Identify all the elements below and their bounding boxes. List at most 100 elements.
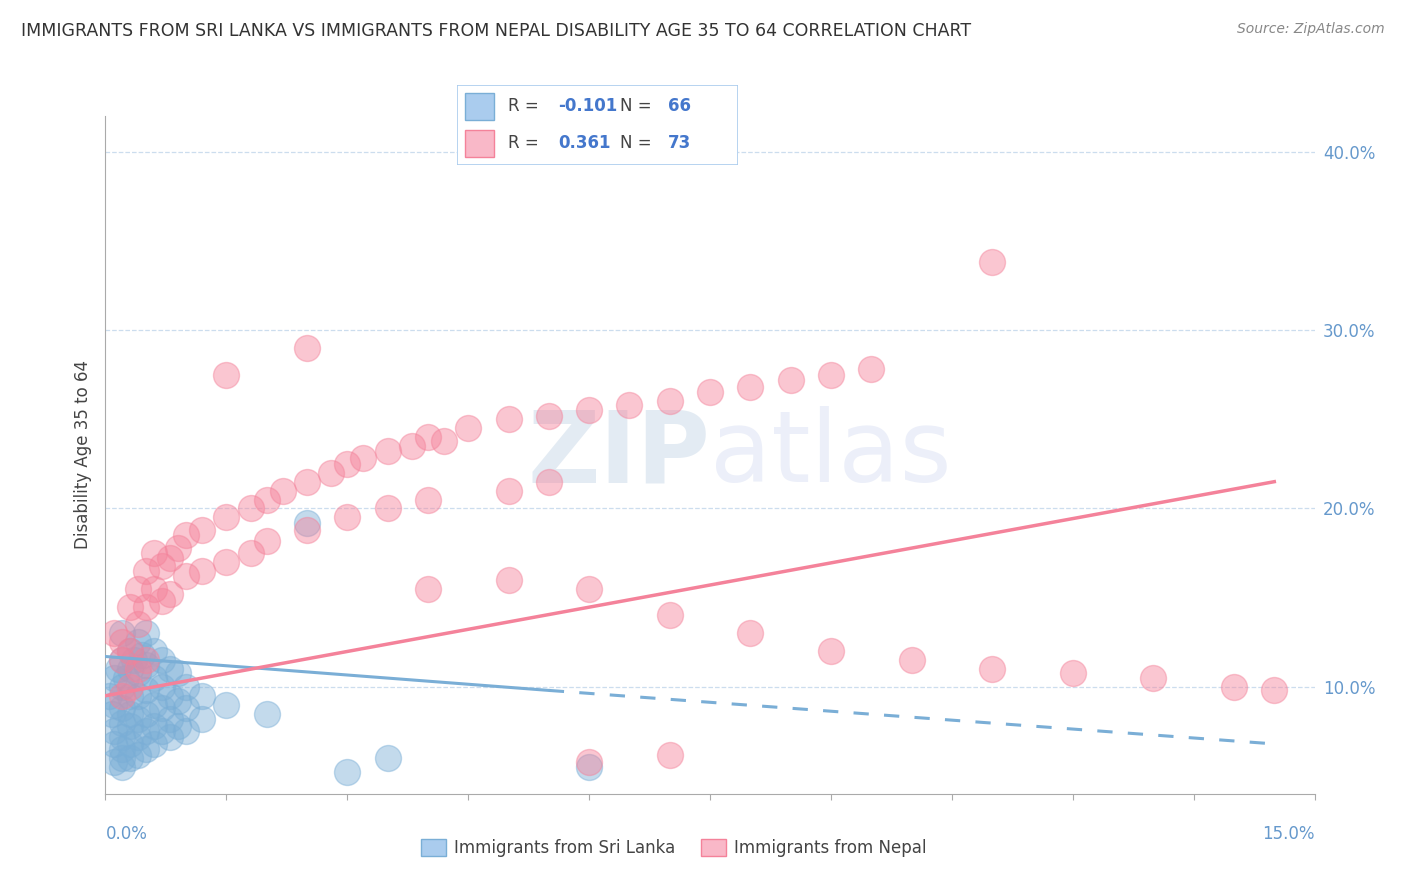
Point xyxy=(167,719,190,733)
Point xyxy=(127,635,149,649)
Point xyxy=(167,665,190,680)
Point xyxy=(578,760,600,774)
Point xyxy=(118,689,141,703)
Text: 66: 66 xyxy=(668,97,690,115)
Point xyxy=(167,694,190,708)
Point xyxy=(619,398,641,412)
Point xyxy=(295,475,318,489)
Point xyxy=(321,466,343,480)
Point xyxy=(377,444,399,458)
Point xyxy=(142,737,165,751)
FancyBboxPatch shape xyxy=(465,93,494,120)
Point xyxy=(578,403,600,417)
Point xyxy=(127,689,149,703)
Point xyxy=(256,533,278,548)
Point xyxy=(336,510,359,524)
Point xyxy=(135,658,157,673)
Point xyxy=(150,680,173,694)
Point xyxy=(142,582,165,596)
Point xyxy=(239,501,262,516)
Point xyxy=(110,635,132,649)
Point xyxy=(142,644,165,658)
Point xyxy=(1223,680,1246,694)
Point xyxy=(118,644,141,658)
Point xyxy=(142,698,165,712)
Point xyxy=(820,368,842,382)
Point xyxy=(537,475,560,489)
Legend: Immigrants from Sri Lanka, Immigrants from Nepal: Immigrants from Sri Lanka, Immigrants fr… xyxy=(415,832,934,863)
Point xyxy=(103,698,125,712)
Point xyxy=(150,701,173,715)
Text: IMMIGRANTS FROM SRI LANKA VS IMMIGRANTS FROM NEPAL DISABILITY AGE 35 TO 64 CORRE: IMMIGRANTS FROM SRI LANKA VS IMMIGRANTS … xyxy=(21,22,972,40)
Point xyxy=(110,653,132,667)
Point xyxy=(159,712,181,726)
Text: N =: N = xyxy=(620,135,657,153)
Point xyxy=(150,594,173,608)
Text: Source: ZipAtlas.com: Source: ZipAtlas.com xyxy=(1237,22,1385,37)
Point xyxy=(336,765,359,780)
Point xyxy=(127,617,149,632)
Point xyxy=(103,755,125,769)
Point xyxy=(135,599,157,614)
Point xyxy=(295,523,318,537)
Point xyxy=(256,706,278,721)
Point xyxy=(699,385,721,400)
Point xyxy=(174,701,197,715)
Point xyxy=(135,626,157,640)
FancyBboxPatch shape xyxy=(465,129,494,157)
Point xyxy=(135,653,157,667)
Point xyxy=(1263,683,1285,698)
Point xyxy=(174,680,197,694)
Point xyxy=(159,730,181,744)
Point xyxy=(114,671,136,685)
Point xyxy=(159,551,181,566)
Point xyxy=(103,671,125,685)
Point xyxy=(118,662,141,676)
Point xyxy=(110,760,132,774)
Point xyxy=(498,573,520,587)
Point xyxy=(1142,671,1164,685)
Point xyxy=(900,653,922,667)
Text: R =: R = xyxy=(508,135,544,153)
Point xyxy=(110,742,132,756)
Point xyxy=(215,368,238,382)
Point xyxy=(215,698,238,712)
Point xyxy=(981,662,1004,676)
Text: -0.101: -0.101 xyxy=(558,97,617,115)
Point xyxy=(150,653,173,667)
Point xyxy=(107,662,129,676)
Point xyxy=(215,555,238,569)
Point xyxy=(401,439,423,453)
Point xyxy=(150,558,173,573)
Point xyxy=(377,501,399,516)
Point xyxy=(110,730,132,744)
Point xyxy=(127,582,149,596)
Point xyxy=(135,564,157,578)
Point xyxy=(118,719,141,733)
Text: ZIP: ZIP xyxy=(527,407,710,503)
Point xyxy=(191,564,214,578)
Point xyxy=(159,587,181,601)
Point xyxy=(142,546,165,560)
Point xyxy=(191,523,214,537)
Point xyxy=(191,712,214,726)
Point xyxy=(110,715,132,730)
Text: 0.0%: 0.0% xyxy=(105,825,148,843)
Point xyxy=(174,569,197,583)
Point xyxy=(159,689,181,703)
Point xyxy=(167,541,190,555)
Point xyxy=(118,751,141,765)
Point xyxy=(131,648,153,662)
Point xyxy=(377,751,399,765)
Y-axis label: Disability Age 35 to 64: Disability Age 35 to 64 xyxy=(75,360,93,549)
Point xyxy=(135,742,157,756)
Point xyxy=(118,644,141,658)
Point xyxy=(110,689,132,703)
Point xyxy=(740,626,762,640)
Point xyxy=(295,516,318,530)
Point xyxy=(271,483,294,498)
Point xyxy=(658,608,681,623)
Point xyxy=(127,730,149,744)
Point xyxy=(416,492,439,507)
Point xyxy=(150,724,173,739)
